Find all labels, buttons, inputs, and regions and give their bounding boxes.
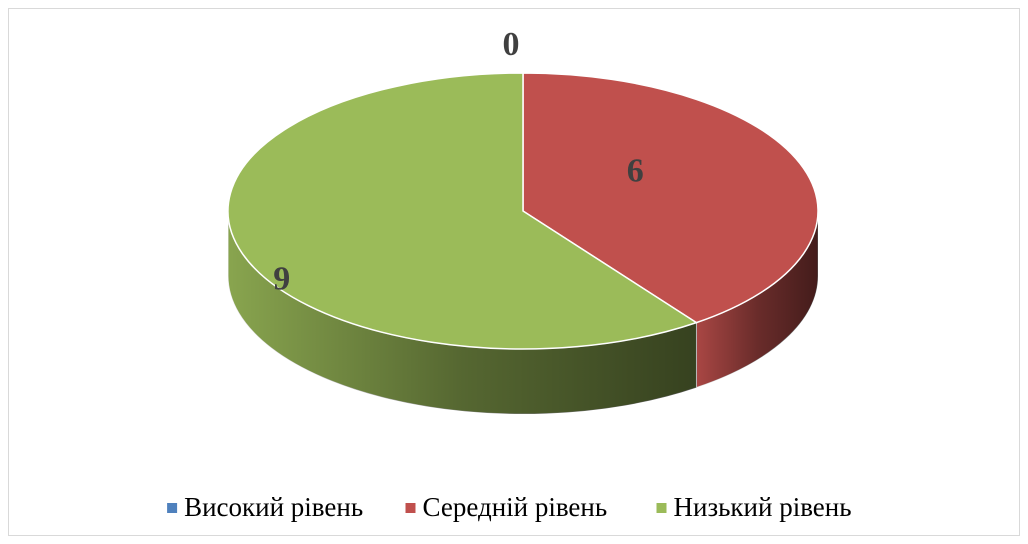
data-label: 6: [627, 153, 644, 190]
legend-swatch: [656, 503, 667, 513]
legend-swatch: [167, 503, 178, 513]
legend-label: Середній рівень: [423, 492, 608, 522]
slice: [522, 72, 819, 324]
data-label: 9: [273, 260, 290, 297]
data-label: 0: [503, 26, 520, 63]
slice: [227, 72, 699, 350]
slice-side-shade: [696, 211, 819, 388]
legend-swatch: [405, 503, 416, 513]
legend-label: Низький рівень: [674, 492, 852, 522]
slice-side-shade: [227, 211, 697, 415]
legend-label: Високий рівень: [184, 492, 363, 522]
